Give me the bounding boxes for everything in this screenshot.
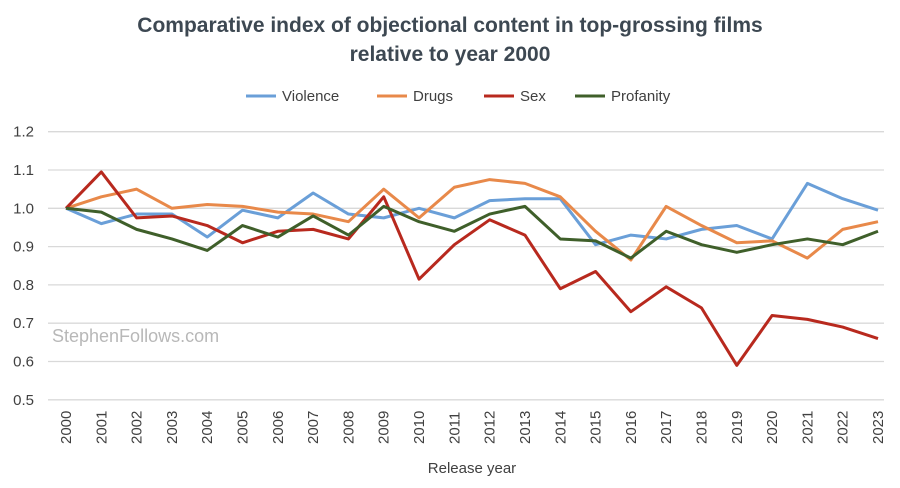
y-tick-label: 0.8 <box>13 277 34 294</box>
chart-title-line-1: Comparative index of objectional content… <box>137 14 762 37</box>
x-tick-label: 2015 <box>588 411 605 444</box>
x-tick-label: 2009 <box>376 411 393 444</box>
x-tick-label: 2021 <box>799 411 816 444</box>
x-tick-label: 2005 <box>235 411 252 444</box>
series-line-drugs <box>65 178 879 262</box>
x-tick-label: 2018 <box>693 411 710 444</box>
x-tick-label: 2012 <box>482 411 499 444</box>
y-tick-label: 1.1 <box>13 162 34 179</box>
legend-item-violence: Violence <box>246 88 339 105</box>
x-tick-label: 2000 <box>58 411 75 444</box>
legend-label: Drugs <box>413 88 453 105</box>
x-tick-label: 2010 <box>411 411 428 444</box>
gridlines <box>48 131 884 401</box>
y-tick-label: 0.9 <box>13 239 34 256</box>
series-line-violence <box>65 181 879 247</box>
y-tick-label: 0.6 <box>13 354 34 371</box>
legend-label: Profanity <box>611 88 671 105</box>
watermark: StephenFollows.com <box>52 326 219 346</box>
x-tick-label: 2002 <box>129 411 146 444</box>
x-axis: 2000 2001 2002 2003 2004 2005 2006 2007 2008 2009… <box>58 411 887 444</box>
legend-item-profanity: Profanity <box>575 88 671 105</box>
x-tick-label: 2017 <box>658 411 675 444</box>
x-tick-label: 2020 <box>764 411 781 444</box>
x-tick-label: 2003 <box>164 411 181 444</box>
x-tick-label: 2007 <box>305 411 322 444</box>
x-tick-label: 2019 <box>729 411 746 444</box>
legend-label: Violence <box>282 88 339 105</box>
series-line-sex <box>64 170 879 367</box>
legend-label: Sex <box>520 88 546 105</box>
x-tick-label: 2008 <box>340 411 357 444</box>
y-axis: 0.5 0.6 0.7 0.8 0.9 1.0 1.1 1.2 <box>13 124 34 409</box>
legend: Violence Drugs Sex Profanity <box>246 88 671 105</box>
x-tick-label: 2023 <box>870 411 887 444</box>
x-tick-label: 2001 <box>93 411 110 444</box>
x-tick-label: 2014 <box>552 411 569 444</box>
x-tick-label: 2011 <box>446 412 463 444</box>
x-tick-label: 2004 <box>199 411 216 444</box>
legend-item-drugs: Drugs <box>377 88 453 105</box>
y-tick-label: 0.5 <box>13 392 34 409</box>
legend-item-sex: Sex <box>484 88 546 105</box>
x-tick-label: 2006 <box>270 411 287 444</box>
series-line-profanity <box>65 204 879 260</box>
x-axis-label: Release year <box>428 460 516 477</box>
x-tick-label: 2013 <box>517 411 534 444</box>
y-tick-label: 1.0 <box>13 200 34 217</box>
y-tick-label: 1.2 <box>13 124 34 141</box>
x-tick-label: 2016 <box>623 411 640 444</box>
x-tick-label: 2022 <box>835 411 852 444</box>
y-tick-label: 0.7 <box>13 315 34 332</box>
chart-title-line-2: relative to year 2000 <box>350 43 551 66</box>
series-lines <box>64 170 879 367</box>
